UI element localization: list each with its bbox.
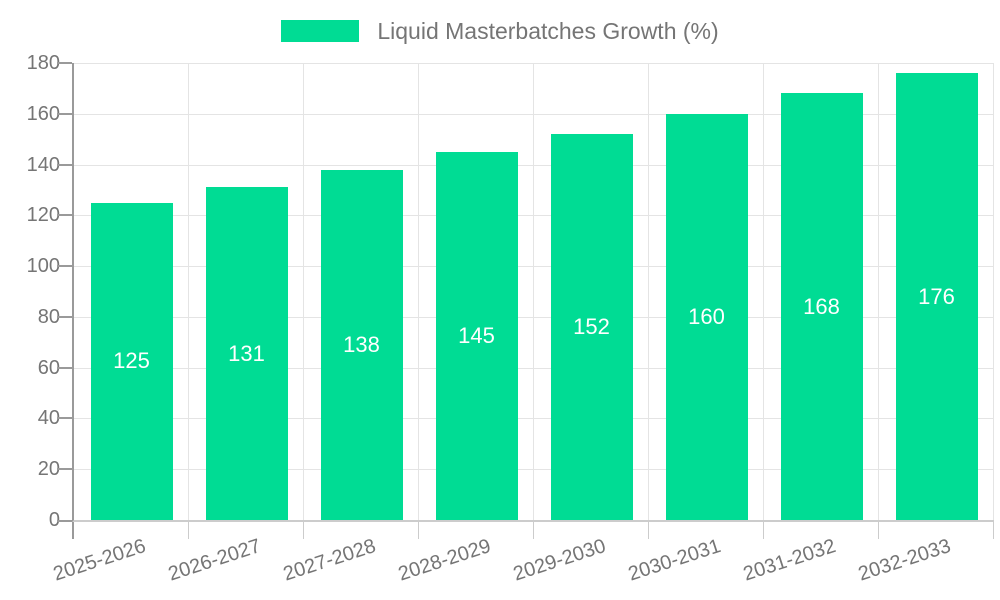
x-axis-label: 2030-2031 [625,535,724,586]
y-axis-label: 40 [37,407,60,430]
x-axis-label: 2028-2029 [395,535,494,586]
legend-swatch [281,20,360,42]
legend[interactable]: Liquid Masterbatches Growth (%) [0,18,1000,44]
gridline-vertical [188,63,189,520]
gridline-vertical [303,63,304,520]
y-axis-label: 0 [48,509,60,531]
gridline-horizontal [74,367,994,369]
y-axis-tick [57,417,72,420]
bar-2029-2030[interactable]: 152 [550,134,633,520]
gridline-vertical [878,63,879,520]
plot-area: 125 131 138 145 152 160 168 176 [72,63,994,522]
bar-value-label: 176 [918,283,955,309]
bar-value-label: 160 [688,303,725,329]
y-axis-tick [57,366,72,369]
y-axis-tick [57,163,72,166]
gridline-vertical [418,63,419,520]
x-axis-label: 2027-2028 [280,535,379,586]
x-axis-tick [188,522,189,539]
x-axis-label: 2025-2026 [50,535,149,586]
x-axis-tick [533,522,534,539]
legend-label: Liquid Masterbatches Growth (%) [377,17,719,44]
gridline-horizontal [74,418,994,420]
x-axis-label: 2032-2033 [855,535,954,586]
gridline-horizontal [74,316,994,318]
x-axis-tick [763,522,764,539]
y-axis-label: 140 [26,153,60,176]
bar-2032-2033[interactable]: 176 [895,73,978,520]
gridline-horizontal [74,266,994,268]
x-axis-tick [878,522,879,539]
x-axis-label: 2029-2030 [510,535,609,586]
y-axis-tick [57,265,72,268]
bar-value-label: 131 [228,340,265,366]
gridline-vertical [763,63,764,520]
x-axis-label: 2026-2027 [165,535,264,586]
x-axis-tick [993,522,994,539]
x-axis-label: 2031-2032 [740,535,839,586]
y-axis-tick [57,214,72,217]
bar-value-label: 145 [458,322,495,348]
gridline-horizontal [74,113,994,115]
y-axis-label: 100 [26,255,60,278]
bar-2030-2031[interactable]: 160 [665,113,748,520]
bar-value-label: 138 [343,331,380,357]
y-axis-label: 180 [26,52,60,74]
gridline-horizontal [74,469,994,471]
bar-2026-2027[interactable]: 131 [205,187,288,520]
x-axis-tick [72,522,74,539]
y-axis-label: 80 [37,305,60,328]
y-axis-label: 20 [37,458,60,481]
bar-value-label: 125 [113,348,150,374]
bar-value-label: 168 [803,293,840,319]
gridline-horizontal [74,164,994,166]
x-axis-tick [648,522,649,539]
y-axis-label: 60 [37,356,60,379]
y-axis-label: 120 [26,204,60,227]
gridline-vertical [648,63,649,520]
y-axis-tick [57,520,72,522]
x-axis-tick [418,522,419,539]
bar-2025-2026[interactable]: 125 [90,202,173,520]
x-axis-tick [303,522,304,539]
y-axis-label: 160 [26,102,60,125]
gridline-vertical [533,63,534,520]
bar-2027-2028[interactable]: 138 [320,169,403,520]
gridline-horizontal [74,215,994,217]
y-axis-tick [57,468,72,471]
bar-2028-2029[interactable]: 145 [435,151,518,520]
bar-value-label: 152 [573,314,610,340]
y-axis-tick [57,315,72,318]
gridline-horizontal [74,63,994,64]
y-axis-tick [57,62,72,64]
y-axis-tick [57,112,72,115]
gridline-vertical [993,63,994,520]
bar-2031-2032[interactable]: 168 [780,93,863,520]
